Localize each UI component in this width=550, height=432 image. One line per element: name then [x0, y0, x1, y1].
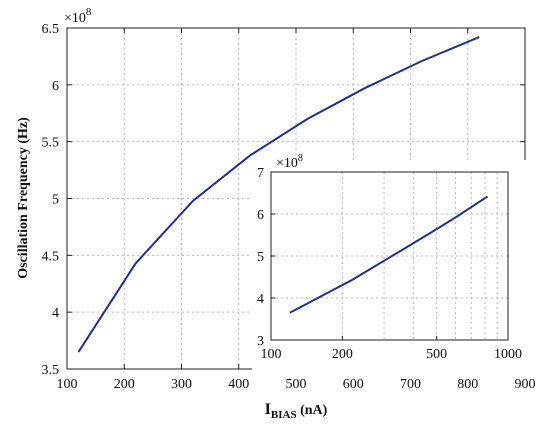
main-y-tick-label: 5.5 [42, 136, 60, 151]
inset-x-tick-label: 200 [332, 347, 353, 362]
main-x-tick-label: 400 [228, 377, 249, 392]
inset-background [252, 160, 530, 370]
inset-x-tick-label: 100 [261, 347, 282, 362]
inset-y-tick-label: 7 [257, 166, 264, 181]
inset-x-tick-label: 500 [426, 347, 447, 362]
main-x-tick-label: 200 [114, 377, 135, 392]
inset-grid [271, 172, 508, 340]
main-y-tick-label: 6.5 [42, 22, 60, 37]
main-x-tick-label: 100 [57, 377, 78, 392]
main-x-tick-label: 300 [171, 377, 192, 392]
main-x-tick-label: 800 [457, 377, 478, 392]
main-series-line [77, 36, 480, 353]
inset-y-tick-label: 5 [257, 250, 264, 265]
inset-y-tick-label: 6 [257, 208, 264, 223]
x-axis-label: IBIAS (nA) [265, 401, 328, 421]
main-x-tick-label: 600 [343, 377, 364, 392]
main-x-tick-label: 700 [400, 377, 421, 392]
y-axis-label: Oscillation Frequency (Hz) [16, 117, 31, 279]
inset-exponent-label: ×108 [276, 153, 303, 171]
main-exponent-label: ×108 [64, 6, 92, 26]
main-x-tick-label: 500 [286, 377, 307, 392]
main-y-tick-label: 4.5 [42, 249, 60, 264]
main-x-tick-label: 900 [515, 377, 536, 392]
inset-ticks: 3 4 5 6 7 100 200 500 1000 [257, 166, 522, 362]
inset-y-tick-label: 3 [257, 334, 264, 349]
main-y-tick-label: 5 [52, 193, 59, 208]
inset-x-tick-label: 1000 [494, 347, 522, 362]
main-ticks: 100 200 300 400 500 600 700 800 900 3.5 4 4.5 5 5.5 6 6… [42, 22, 536, 392]
main-y-tick-label: 6 [52, 79, 59, 94]
inset-series-line [289, 195, 489, 314]
main-y-tick-label: 4 [52, 306, 59, 321]
inset-y-tick-label: 4 [257, 292, 264, 307]
main-y-tick-label: 3.5 [42, 363, 60, 378]
